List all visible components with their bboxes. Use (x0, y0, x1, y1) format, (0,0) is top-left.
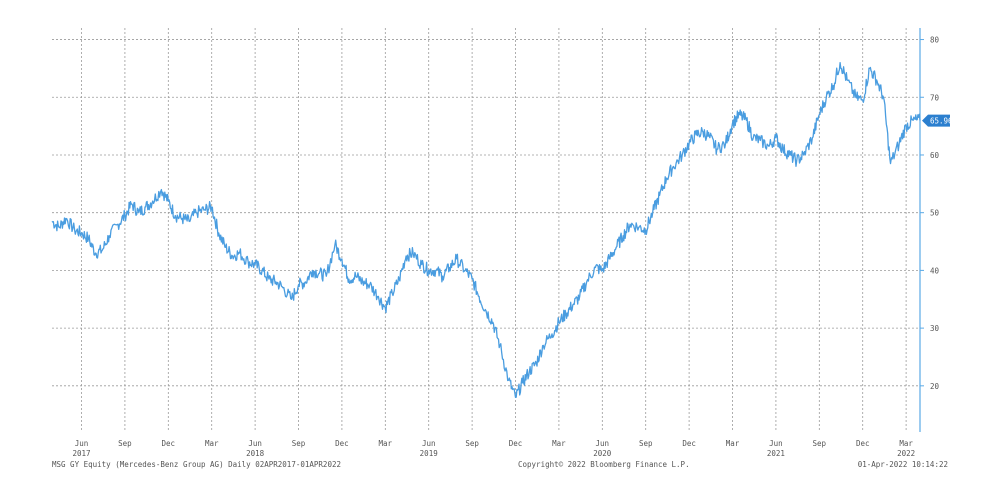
x-year-label: 2017 (72, 449, 90, 458)
y-tick-label: 50 (930, 209, 940, 218)
last-value-tag (922, 114, 950, 127)
x-tick-label: Dec (335, 439, 349, 448)
y-tick-label: 20 (930, 382, 940, 391)
y-tick-label: 40 (930, 266, 940, 275)
x-tick-label: Dec (162, 439, 176, 448)
x-tick-label: Jun (75, 439, 89, 448)
x-tick-label: Dec (856, 439, 870, 448)
x-tick-label: Dec (682, 439, 696, 448)
x-tick-label: Mar (899, 439, 913, 448)
last-value-label: 65.96 (930, 117, 953, 126)
x-tick-label: Sep (639, 439, 653, 448)
y-tick-label: 60 (930, 151, 940, 160)
x-year-label: 2018 (246, 449, 265, 458)
y-axis-ticks: 20 30 40 50 60 70 80 (920, 36, 940, 391)
footer-security-info: MSG GY Equity (Mercedes-Benz Group AG) D… (52, 460, 341, 469)
x-year-label: 2019 (420, 449, 438, 458)
x-tick-label: Sep (118, 439, 132, 448)
x-tick-label: Dec (509, 439, 523, 448)
x-tick-label: Mar (205, 439, 219, 448)
x-tick-label: Jun (596, 439, 610, 448)
x-axis-ticks: Jun Sep Dec Mar Jun Sep Dec Mar Jun Sep Dec Mar Jun S… (72, 439, 915, 458)
y-tick-label: 70 (930, 93, 940, 102)
gridlines (52, 28, 920, 432)
x-tick-label: Mar (552, 439, 566, 448)
x-tick-label: Jun (248, 439, 262, 448)
x-tick-label: Jun (422, 439, 436, 448)
y-tick-label: 80 (930, 36, 940, 45)
series-layer (51, 61, 921, 399)
footer-timestamp: 01-Apr-2022 10:14:22 (857, 460, 948, 469)
x-year-label: 2022 (897, 449, 915, 458)
last-value-marker: 65.96 (922, 114, 953, 127)
price-series-line (51, 61, 921, 399)
x-tick-label: Jun (769, 439, 783, 448)
x-year-label: 2021 (767, 449, 785, 458)
x-tick-label: Mar (726, 439, 740, 448)
x-tick-label: Sep (292, 439, 306, 448)
x-tick-label: Sep (813, 439, 827, 448)
x-year-label: 2020 (593, 449, 612, 458)
x-tick-label: Mar (379, 439, 393, 448)
footer-copyright: Copyright© 2022 Bloomberg Finance L.P. (518, 460, 690, 469)
x-tick-label: Sep (465, 439, 479, 448)
y-tick-label: 30 (930, 324, 940, 333)
